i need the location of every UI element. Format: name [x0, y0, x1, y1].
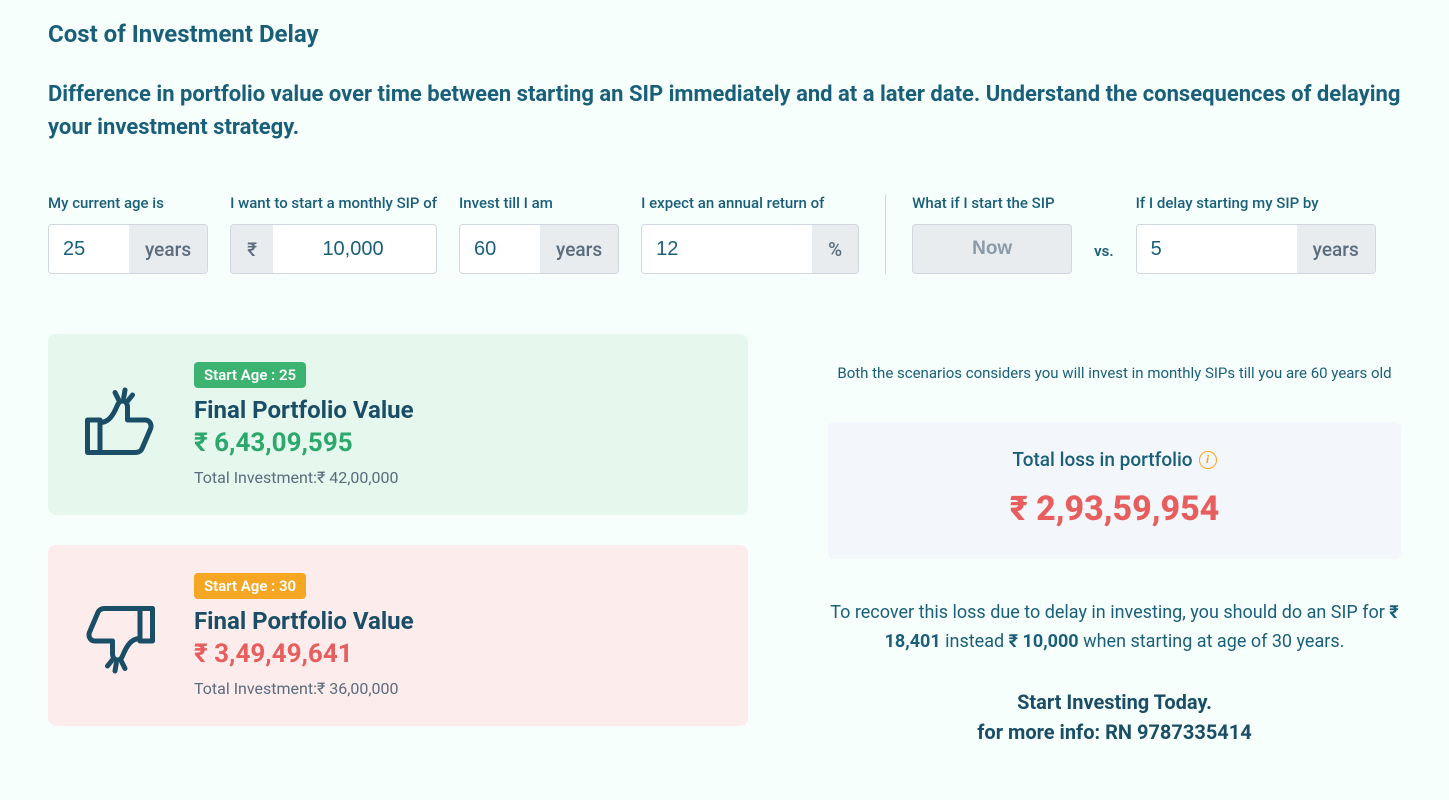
vertical-divider [885, 194, 886, 274]
bad-badge: Start Age : 30 [194, 573, 306, 599]
thumbs-down-icon [80, 596, 160, 676]
cta-line2: for more info: RN 9787335414 [977, 720, 1251, 744]
input-group-age: My current age is years [48, 194, 208, 274]
age-suffix: years [129, 225, 207, 273]
input-group-delay: If I delay starting my SIP by years [1136, 194, 1376, 274]
delay-input[interactable] [1137, 225, 1297, 273]
input-group-sip: I want to start a monthly SIP of ₹ [230, 194, 437, 274]
now-button[interactable]: Now [912, 224, 1072, 274]
scenarios-column: Start Age : 25 Final Portfolio Value ₹ 6… [48, 334, 748, 747]
now-label: What if I start the SIP [912, 194, 1072, 212]
results-section: Start Age : 25 Final Portfolio Value ₹ 6… [48, 334, 1401, 747]
summary-column: Both the scenarios considers you will in… [828, 334, 1401, 747]
vs-label: vs. [1094, 242, 1114, 274]
bad-title: Final Portfolio Value [194, 607, 414, 635]
percent-suffix-icon: % [812, 225, 858, 273]
info-icon[interactable]: i [1199, 451, 1217, 469]
age-input[interactable] [49, 225, 129, 273]
good-badge: Start Age : 25 [194, 362, 306, 388]
age-label: My current age is [48, 194, 208, 212]
input-group-till: Invest till I am years [459, 194, 619, 274]
bad-amount: ₹ 3,49,49,641 [194, 639, 414, 669]
loss-label-text: Total loss in portfolio [1012, 448, 1192, 471]
page-subtitle: Difference in portfolio value over time … [48, 78, 1401, 144]
recover-text: To recover this loss due to delay in inv… [828, 599, 1401, 657]
sip-label: I want to start a monthly SIP of [230, 194, 437, 212]
sip-input[interactable] [273, 225, 433, 273]
delay-suffix: years [1297, 225, 1375, 273]
cta-line1: Start Investing Today. [1017, 690, 1212, 714]
return-label: I expect an annual return of [641, 194, 859, 212]
recover-pre: To recover this loss due to delay in inv… [830, 602, 1389, 623]
delay-label: If I delay starting my SIP by [1136, 194, 1376, 212]
recover-mid: instead [945, 631, 1008, 652]
thumbs-up-icon [80, 385, 160, 465]
return-input[interactable] [642, 225, 812, 273]
loss-box: Total loss in portfolio i ₹ 2,93,59,954 [828, 422, 1401, 559]
bad-sub: Total Investment:₹ 36,00,000 [194, 679, 414, 698]
scenario-card-good: Start Age : 25 Final Portfolio Value ₹ 6… [48, 334, 748, 515]
page-title: Cost of Investment Delay [48, 20, 1401, 48]
recover-post: when starting at age of 30 years. [1083, 631, 1344, 652]
good-amount: ₹ 6,43,09,595 [194, 428, 414, 458]
till-label: Invest till I am [459, 194, 619, 212]
till-input[interactable] [460, 225, 540, 273]
rupee-prefix-icon: ₹ [231, 225, 273, 273]
input-group-now: What if I start the SIP Now [912, 194, 1072, 274]
loss-label: Total loss in portfolio i [1012, 448, 1216, 471]
good-title: Final Portfolio Value [194, 396, 414, 424]
scenario-note: Both the scenarios considers you will in… [828, 364, 1401, 382]
inputs-row: My current age is years I want to start … [48, 194, 1401, 274]
till-suffix: years [540, 225, 618, 273]
loss-amount: ₹ 2,93,59,954 [848, 489, 1381, 529]
cta-text: Start Investing Today. for more info: RN… [828, 687, 1401, 747]
recover-amount-original: ₹ 10,000 [1009, 631, 1079, 652]
scenario-card-bad: Start Age : 30 Final Portfolio Value ₹ 3… [48, 545, 748, 726]
input-group-return: I expect an annual return of % [641, 194, 859, 274]
good-sub: Total Investment:₹ 42,00,000 [194, 468, 414, 487]
